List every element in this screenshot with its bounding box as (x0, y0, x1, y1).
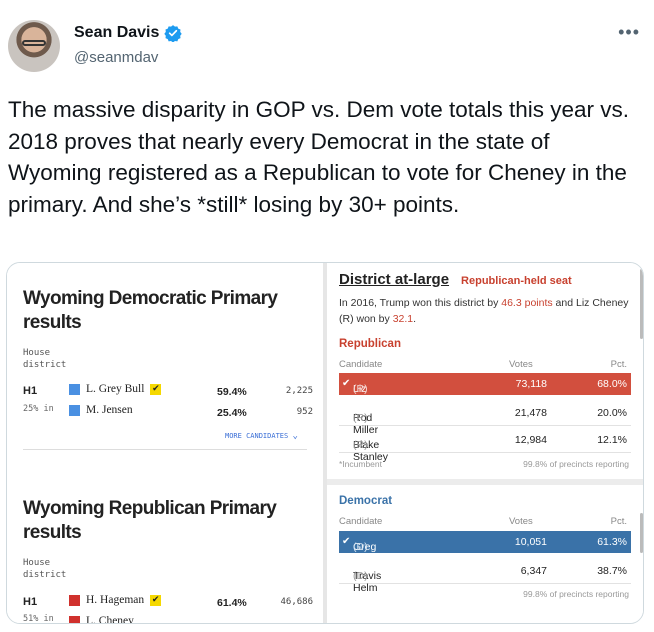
party-tag: (R) (353, 412, 368, 424)
party-color-swatch (69, 594, 80, 606)
more-candidates-label: MORE CANDIDATES (225, 432, 289, 440)
candidate-votes: 2,225 (285, 386, 313, 396)
header-pct: Pct. (610, 359, 627, 370)
candidate-name: Travis Helm (353, 570, 382, 594)
section-divider (327, 479, 643, 485)
desc-text: and Liz Cheney (R) won by (339, 297, 629, 325)
rep-sub-house: House (23, 558, 51, 568)
votes-cell: 21,478 (514, 407, 547, 419)
author-name-row: Sean Davis (74, 24, 183, 42)
district-title: District at-large (339, 271, 450, 288)
candidate-name: Rod Miller (353, 412, 379, 436)
pct-cell: 12.1% (597, 434, 627, 446)
dem-sub-house: House (23, 348, 51, 358)
district-heading: District at-large Republican-held seat (339, 271, 572, 288)
dem-pct-in: 25% in (23, 404, 54, 414)
desc-margin-cheney: 32.1 (392, 313, 414, 325)
votes-cell: 6,347 (520, 565, 547, 577)
pct-cell: 61.3% (597, 536, 627, 548)
rep-candidate-2: L. Cheney (69, 615, 134, 624)
results-right-panel: District at-large Republican-held seat I… (327, 263, 643, 623)
candidate-name: L. Cheney (86, 615, 134, 624)
pct-cell: 20.0% (597, 407, 627, 419)
candidate-name: Blake Stanley (353, 439, 389, 463)
candidate-name: M. Jensen (86, 404, 133, 416)
table-row: ✔ Greg Hunter (D) 10,051 61.3% (339, 531, 631, 565)
winner-check-icon: ✔ (342, 536, 351, 547)
verified-badge-icon (164, 25, 183, 42)
candidate-votes: 952 (296, 407, 313, 417)
rep-primary-title: Wyoming Republican Primary results (23, 498, 277, 543)
party-tag: (D) (353, 541, 368, 553)
district-description: In 2016, Trump won this district by 46.3… (339, 295, 629, 327)
dem-candidate-1: L. Grey Bull ✔ (69, 383, 162, 395)
display-name[interactable]: Sean Davis (74, 24, 160, 41)
precincts-reporting: 99.8% of precincts reporting (523, 459, 629, 469)
incumbent-note: *Incumbent (339, 459, 382, 469)
chevron-down-icon: ⌄ (292, 431, 298, 441)
header-votes: Votes (509, 516, 533, 527)
votes-cell: 12,984 (514, 434, 547, 446)
democrat-heading: Democrat (339, 495, 393, 507)
candidate-name: L. Grey Bull (86, 383, 145, 395)
winner-check-icon: ✔ (150, 594, 162, 606)
glasses-detail (22, 40, 46, 46)
precincts-reporting: 99.8% of precincts reporting (523, 589, 629, 599)
dem-district-label: H1 (23, 385, 38, 397)
handle[interactable]: @seanmdav (74, 49, 159, 66)
dem-primary-title: Wyoming Democratic Primary results (23, 288, 278, 333)
party-tag: (R) (353, 439, 368, 451)
more-options-icon[interactable]: ••• (618, 22, 640, 42)
candidate-pct: 25.4% (217, 407, 247, 419)
header-candidate: Candidate (339, 359, 383, 370)
party-tag: (R) (353, 383, 368, 395)
candidate-name: Liz Cheney* (353, 383, 394, 407)
dem-sub-district: district (23, 360, 67, 370)
party-color-swatch (69, 615, 80, 623)
results-left-panel: Wyoming Democratic Primary results House… (7, 263, 323, 623)
tweet-image[interactable]: Wyoming Democratic Primary results House… (6, 262, 644, 624)
rep-pct-in: 51% in (23, 614, 54, 624)
scrollbar-thumb[interactable] (640, 513, 643, 553)
table-row: ✔ Liz Cheney* (R) 73,118 68.0% (339, 373, 631, 407)
candidate-name: H. Hageman (86, 594, 145, 606)
dem-candidate-2: M. Jensen (69, 404, 133, 416)
rep-district-label: H1 (23, 596, 38, 608)
rep-sub-district: district (23, 570, 67, 580)
candidate-pct: 61.4% (217, 597, 247, 609)
tweet-text: The massive disparity in GOP vs. Dem vot… (8, 97, 630, 217)
party-tag: (D) (353, 570, 368, 582)
panel-divider (323, 263, 327, 623)
votes-cell: 10,051 (514, 536, 547, 548)
party-color-swatch (69, 404, 80, 416)
table-row: Travis Helm (D) 6,347 38.7% (339, 558, 631, 594)
pct-cell: 68.0% (597, 378, 627, 390)
republican-heading: Republican (339, 338, 401, 350)
winner-check-icon: ✔ (150, 383, 162, 395)
votes-cell: 73,118 (515, 378, 547, 390)
desc-margin-trump: 46.3 points (501, 297, 553, 309)
header-candidate: Candidate (339, 516, 383, 527)
desc-text: In 2016, Trump won this district by (339, 297, 502, 309)
desc-text: . (413, 313, 417, 325)
scrollbar-thumb[interactable] (640, 269, 643, 339)
more-candidates-link[interactable]: MORE CANDIDATES ⌄ (225, 431, 298, 441)
rep-footnote: *Incumbent 99.8% of precincts reporting (339, 459, 631, 469)
header-pct: Pct. (610, 516, 627, 527)
header-votes: Votes (509, 359, 533, 370)
winner-check-icon: ✔ (342, 378, 351, 389)
table-row: Rod Miller (R) 21,478 20.0% (339, 400, 631, 436)
pct-cell: 38.7% (597, 565, 627, 577)
seat-badge: Republican-held seat (461, 275, 572, 287)
candidate-pct: 59.4% (217, 386, 247, 398)
section-divider (23, 449, 307, 450)
avatar[interactable] (8, 20, 60, 72)
party-color-swatch (69, 383, 80, 395)
rep-candidate-1: H. Hageman ✔ (69, 594, 162, 606)
candidate-name: Greg Hunter (353, 541, 385, 565)
candidate-votes: 46,686 (280, 597, 313, 607)
table-row: Blake Stanley (R) 12,984 12.1% (339, 427, 631, 463)
